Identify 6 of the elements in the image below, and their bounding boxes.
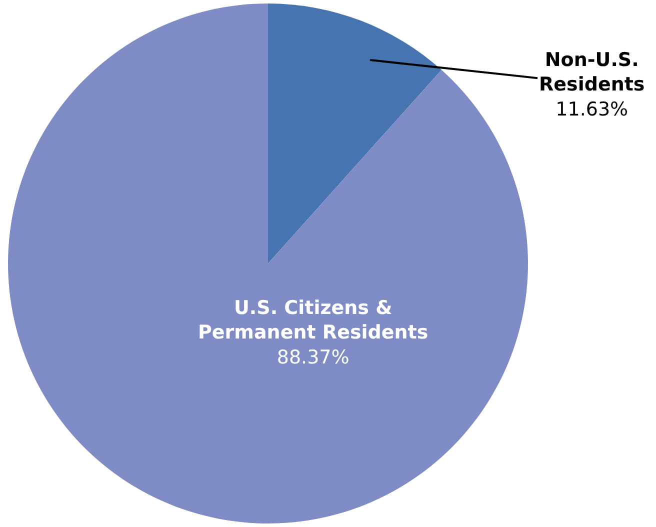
pie-slice: [8, 4, 528, 524]
pie-slice: [268, 4, 442, 264]
data-label: 11.63%: [556, 98, 628, 120]
slice-label: Non-U.S. Residents: [539, 49, 645, 96]
data-label: 88.37%: [276, 346, 350, 368]
slice-label: U.S. Citizens & Permanent Residents: [198, 297, 428, 344]
